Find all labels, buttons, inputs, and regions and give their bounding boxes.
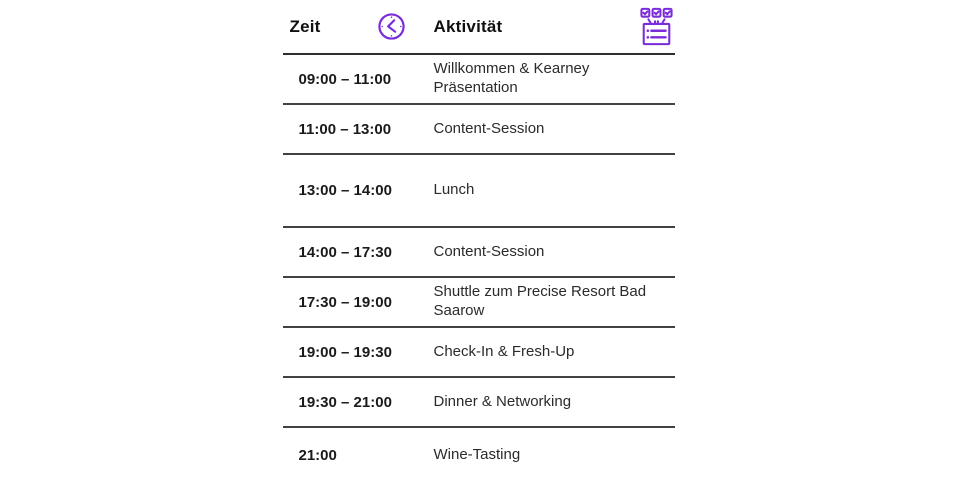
- schedule-table: Zeit Aktivität: [282, 0, 675, 483]
- time-cell: 19:00 – 19:30: [298, 343, 392, 361]
- time-cell: 13:00 – 14:00: [298, 182, 392, 199]
- activity-cell: Wine-Tasting: [433, 446, 521, 464]
- schedule-rows: 09:00 – 11:00 Willkommen & Kearney Präse…: [282, 55, 675, 483]
- time-cell: 11:00 – 13:00: [298, 120, 392, 138]
- agenda-checklist-icon: [639, 7, 673, 47]
- column-header-aktivitaet: Aktivität: [433, 16, 503, 36]
- schedule-row: 09:00 – 11:00 Willkommen & Kearney Präse…: [282, 55, 675, 105]
- header-cell-zeit: Zeit: [283, 12, 434, 41]
- time-cell: 21:00: [298, 447, 337, 464]
- table-header-row: Zeit Aktivität: [282, 0, 675, 55]
- column-header-zeit: Zeit: [289, 16, 321, 36]
- header-cell-aktivitaet: Aktivität: [434, 7, 675, 47]
- activity-cell: Content-Session: [433, 242, 545, 260]
- schedule-row: 19:00 – 19:30 Check-In & Fresh-Up: [282, 328, 675, 378]
- activity-cell: Willkommen & Kearney Präsentation: [433, 60, 590, 96]
- time-cell: 19:30 – 21:00: [298, 393, 392, 411]
- time-cell: 14:00 – 17:30: [298, 243, 392, 261]
- schedule-row: 14:00 – 17:30 Content-Session: [282, 228, 675, 278]
- activity-cell: Check-In & Fresh-Up: [433, 342, 575, 360]
- schedule-row: 19:30 – 21:00 Dinner & Networking: [282, 378, 675, 428]
- activity-cell: Shuttle zum Precise Resort Bad Saarow: [433, 283, 647, 319]
- time-cell: 17:30 – 19:00: [298, 293, 392, 311]
- time-cell: 09:00 – 11:00: [298, 70, 392, 88]
- schedule-row: 11:00 – 13:00 Content-Session: [282, 105, 675, 155]
- clock-icon: [377, 12, 406, 41]
- schedule-row: 17:30 – 19:00 Shuttle zum Precise Resort…: [282, 278, 675, 328]
- activity-cell: Content-Session: [433, 119, 545, 137]
- activity-cell: Lunch: [433, 181, 475, 199]
- schedule-row: 13:00 – 14:00 Lunch: [282, 155, 675, 228]
- activity-cell: Dinner & Networking: [433, 392, 572, 410]
- schedule-row: 21:00 Wine-Tasting: [283, 428, 675, 483]
